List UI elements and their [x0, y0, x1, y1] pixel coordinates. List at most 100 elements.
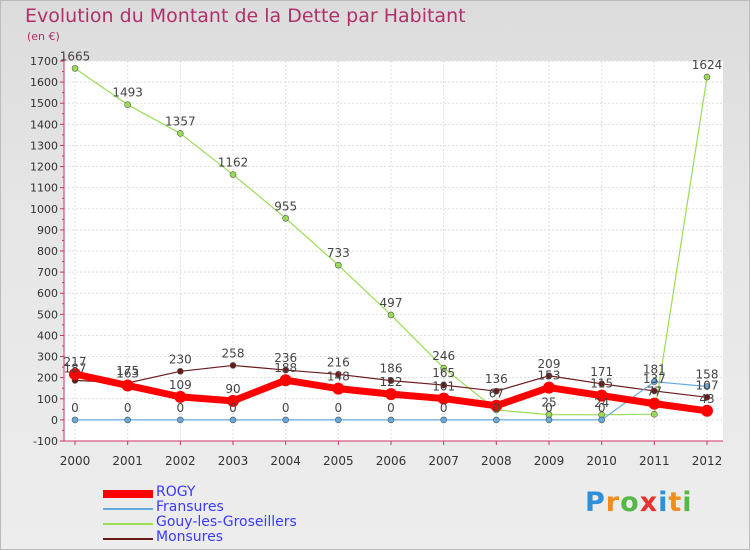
logo-letter: t	[668, 487, 683, 518]
data-label: 0	[387, 401, 395, 415]
x-tick-label: 2002	[165, 454, 196, 468]
data-point	[385, 388, 397, 401]
y-tick-label: 800	[37, 245, 58, 258]
data-point	[174, 390, 187, 403]
data-point	[545, 372, 553, 380]
data-label: 0	[598, 401, 606, 415]
data-label: 67	[489, 387, 504, 401]
data-point	[227, 394, 239, 407]
data-point	[703, 383, 711, 390]
data-label: 107	[696, 378, 719, 392]
chart-title: Evolution du Montant de la Dette par Hab…	[25, 5, 466, 27]
logo-letter: P	[585, 487, 606, 518]
data-label: 1665	[60, 49, 91, 63]
data-point	[177, 368, 184, 375]
data-label: 163	[116, 366, 139, 380]
data-label: 25	[541, 396, 556, 410]
data-point	[69, 368, 81, 381]
data-label: 1357	[165, 114, 196, 128]
legend-swatch	[103, 538, 153, 540]
legend-label: ROGY	[156, 484, 196, 500]
data-label: 137	[643, 372, 666, 386]
data-label: 0	[177, 401, 185, 415]
data-point	[703, 73, 711, 81]
data-point	[282, 214, 289, 222]
x-tick-label: 2009	[534, 454, 565, 468]
y-tick-label: 200	[37, 372, 58, 385]
data-label: 148	[327, 370, 350, 384]
data-label: 175	[116, 364, 139, 378]
data-label: 0	[71, 401, 79, 415]
legend-swatch	[103, 490, 153, 498]
logo-letter: x	[639, 487, 659, 518]
data-label: 0	[335, 401, 343, 415]
x-tick-label: 2000	[60, 454, 91, 468]
x-tick-label: 2006	[376, 454, 407, 468]
data-label: 171	[590, 365, 613, 379]
data-point	[703, 393, 711, 401]
data-point	[282, 366, 289, 374]
x-tick-label: 2007	[428, 454, 459, 468]
proxiti-logo: Proxiti	[585, 487, 693, 518]
data-label: 0	[493, 401, 501, 415]
y-tick-label: 1600	[30, 76, 58, 89]
y-tick-label: 100	[37, 393, 58, 406]
data-label: 0	[124, 401, 132, 415]
data-label: 187	[64, 361, 87, 375]
data-point	[651, 387, 658, 395]
data-label: 186	[380, 362, 403, 376]
data-label: 1162	[218, 156, 249, 170]
y-tick-label: -100	[33, 435, 58, 448]
data-label: 0	[440, 401, 448, 415]
data-point	[229, 416, 237, 424]
data-point	[437, 392, 450, 405]
data-point	[124, 416, 131, 424]
data-point	[701, 404, 713, 417]
data-point	[124, 101, 131, 108]
legend-swatch	[103, 523, 153, 525]
data-point	[651, 378, 658, 385]
y-tick-label: 1200	[30, 161, 58, 174]
data-label: 209	[538, 357, 561, 371]
y-tick-label: 1500	[30, 97, 58, 110]
logo-letter: i	[658, 487, 669, 518]
data-label: 136	[485, 372, 508, 386]
data-label: 122	[380, 375, 403, 389]
data-point	[387, 311, 395, 319]
data-point	[598, 380, 605, 388]
data-point	[71, 65, 79, 72]
data-point	[493, 387, 500, 395]
data-label: 258	[222, 346, 245, 360]
data-point	[335, 261, 342, 269]
data-point	[440, 364, 447, 372]
data-label: 109	[169, 378, 192, 392]
y-tick-label: 1400	[30, 118, 58, 131]
data-label: 733	[327, 246, 350, 260]
data-label: 230	[169, 352, 192, 366]
logo-letter: i	[682, 487, 693, 518]
data-point	[440, 416, 447, 424]
legend-label: Fransures	[156, 499, 224, 515]
data-label: 77	[647, 385, 662, 399]
data-label: 165	[432, 366, 455, 380]
data-label: 90	[225, 382, 240, 396]
y-tick-label: 1000	[30, 203, 58, 216]
legend-swatch	[103, 508, 153, 510]
data-point	[229, 362, 237, 369]
y-tick-label: 0	[51, 414, 58, 427]
legend-label: Gouy-les-Groseillers	[156, 514, 297, 530]
data-label: 217	[64, 355, 87, 369]
x-tick-label: 2010	[586, 454, 617, 468]
data-point	[440, 381, 447, 389]
data-point	[595, 389, 608, 402]
data-point	[490, 399, 503, 412]
data-label: 216	[327, 355, 350, 369]
x-tick-label: 2001	[112, 454, 143, 468]
y-tick-label: 1100	[30, 182, 58, 195]
x-tick-label: 2004	[270, 454, 301, 468]
x-tick-label: 2005	[323, 454, 354, 468]
y-tick-label: 600	[37, 287, 58, 300]
data-point	[387, 416, 395, 424]
